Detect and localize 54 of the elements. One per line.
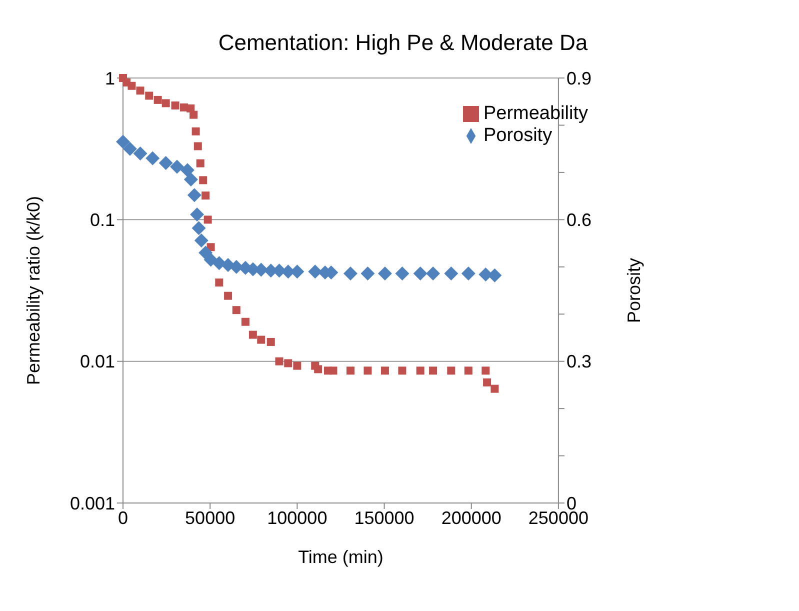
point bbox=[215, 278, 224, 287]
point bbox=[128, 82, 136, 90]
point bbox=[329, 366, 338, 375]
x-tick-label: 50000 bbox=[185, 508, 236, 528]
point bbox=[266, 338, 275, 346]
point bbox=[275, 357, 284, 366]
point bbox=[248, 330, 257, 339]
y2-tick-label: 0.9 bbox=[566, 68, 592, 88]
legend-label: Porosity bbox=[483, 125, 552, 146]
point bbox=[284, 359, 292, 368]
point bbox=[364, 366, 372, 375]
x-tick-label: 150000 bbox=[354, 508, 414, 528]
point bbox=[293, 362, 302, 370]
point bbox=[171, 101, 180, 110]
x-tick-label: 0 bbox=[118, 508, 128, 528]
y-tick-label: 0.001 bbox=[70, 493, 115, 514]
point bbox=[162, 99, 170, 108]
point bbox=[241, 318, 250, 326]
point bbox=[154, 96, 162, 104]
y2-axis-title: Porosity bbox=[624, 258, 644, 324]
point bbox=[483, 378, 492, 386]
chart-title: Cementation: High Pe & Moderate Da bbox=[217, 30, 589, 56]
point bbox=[136, 86, 144, 95]
point bbox=[145, 92, 154, 100]
point bbox=[190, 110, 198, 119]
y2-tick-label: 0.3 bbox=[566, 352, 592, 372]
point bbox=[416, 366, 424, 375]
x-axis-title: Time (min) bbox=[298, 547, 384, 567]
point bbox=[314, 365, 322, 374]
point bbox=[447, 366, 456, 375]
point bbox=[204, 216, 212, 224]
point bbox=[257, 336, 266, 344]
point bbox=[202, 192, 210, 200]
legend-label: Permeability bbox=[483, 103, 588, 124]
point bbox=[429, 366, 438, 375]
point bbox=[224, 292, 232, 300]
point bbox=[380, 366, 389, 375]
y-tick-label: 0.01 bbox=[80, 352, 115, 372]
point bbox=[196, 159, 204, 168]
point bbox=[398, 366, 406, 375]
point bbox=[482, 366, 490, 375]
point bbox=[199, 176, 208, 184]
point bbox=[490, 384, 499, 393]
point bbox=[232, 306, 240, 314]
y-tick-label: 0.1 bbox=[90, 210, 115, 230]
x-tick-label: 200000 bbox=[441, 508, 502, 528]
y-axis-title: Permeability ratio (k/k0) bbox=[23, 196, 44, 386]
point bbox=[346, 366, 354, 375]
x-tick-label: 100000 bbox=[267, 508, 328, 528]
point bbox=[194, 142, 202, 150]
y2-tick-label: 0.6 bbox=[566, 210, 592, 230]
point bbox=[192, 127, 200, 136]
point bbox=[464, 366, 472, 375]
y-tick-label: 1 bbox=[104, 68, 115, 88]
